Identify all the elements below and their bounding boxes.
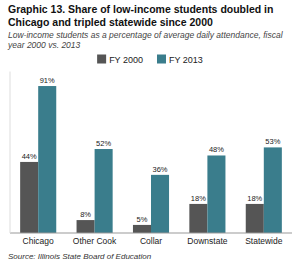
data-label: 36% (153, 165, 168, 174)
x-tick-label: Other Cook (73, 236, 117, 246)
data-label: 48% (209, 145, 224, 154)
data-label: 18% (247, 194, 262, 203)
bar (207, 155, 225, 233)
data-label: 18% (191, 194, 206, 203)
x-tick-label: Chicago (23, 236, 54, 246)
legend-label: FY 2013 (169, 55, 203, 65)
data-label: 44% (22, 152, 37, 161)
bar (133, 225, 151, 233)
legend-swatch (97, 55, 106, 64)
legend-swatch (157, 55, 166, 64)
y-axis (10, 72, 11, 234)
chart: Graphic 13. Share of low-income students… (0, 0, 300, 265)
source: Source: Illinois State Board of Educatio… (8, 252, 152, 261)
data-label: 52% (96, 139, 111, 148)
data-labels: 44% 8% 5% 18% 18% 91% 52% 36% 48% 53% (22, 76, 281, 224)
bar (77, 220, 95, 233)
subtitle: Low-income students as a percentage of a… (7, 30, 284, 50)
x-tick-label: Statewide (245, 236, 283, 246)
bar (189, 204, 207, 233)
x-tick-label: Downstate (187, 236, 227, 246)
title: Graphic 13. Share of low-income students… (8, 3, 273, 28)
data-label: 53% (265, 137, 280, 146)
bar (20, 162, 38, 233)
bar (264, 147, 282, 233)
legend-label: FY 2000 (109, 55, 143, 65)
bar (246, 204, 264, 233)
bar (151, 175, 169, 233)
bar (38, 86, 56, 233)
x-axis (10, 233, 292, 234)
data-label: 91% (40, 76, 55, 85)
x-tick-label: Collar (140, 236, 162, 246)
data-label: 8% (80, 210, 91, 219)
legend: FY 2000 FY 2013 (97, 55, 203, 65)
data-label: 5% (137, 215, 148, 224)
bars (20, 86, 282, 233)
bar (95, 149, 113, 233)
